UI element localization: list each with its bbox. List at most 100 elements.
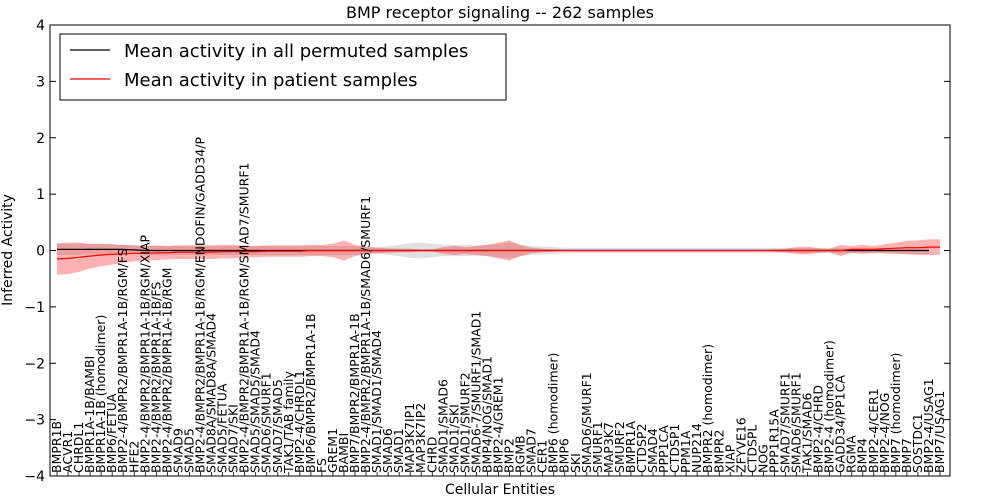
x-tick-label: SMAD5/SMAD5/SMAD4: [248, 330, 263, 473]
x-tick-label: BMPR1A-1B (homodimer): [93, 315, 108, 473]
y-tick-label: 0: [36, 244, 45, 260]
x-tick-label: BMP7/USAG1: [932, 391, 947, 473]
x-tick-label: ACVR1: [60, 431, 75, 473]
x-tick-label: BMP2-4/BMPR2/BMPR1A-1B/SMAD6/SMURF1: [358, 196, 373, 473]
x-tick-label: SMAD1/SMAD1/SMAD4: [369, 330, 384, 473]
x-tick-label: SMAD7: [524, 428, 539, 473]
x-tick-label: NUP214: [689, 423, 704, 473]
x-tick-label: BAMBI: [336, 433, 351, 473]
x-tick-label: SMAD7/SMAD5: [270, 379, 285, 473]
x-tick-label: BMP2-4/NOG: [877, 393, 892, 473]
x-tick-label: SMURF1: [590, 421, 605, 473]
legend-label-patient: Mean activity in patient samples: [124, 70, 418, 91]
x-tick-label: CTDSP1: [667, 424, 682, 473]
x-tick-label: SMAD5/FETUA: [215, 383, 230, 473]
y-tick-label: 1: [36, 187, 45, 203]
x-tick-label: GADD34/PP1CA: [833, 375, 848, 473]
x-tick-label: NOG: [755, 444, 770, 473]
chart-title: BMP receptor signaling -- 262 samples: [346, 3, 654, 22]
x-tick-label: MAP3K7: [601, 422, 616, 473]
x-tick-label: BMP2-4/BMPR2/BMPR1A-1B/RGM/ENDOFIN/GADD3…: [193, 137, 208, 473]
x-tick-label: BMPR1A-1B/BAMBI: [82, 356, 97, 473]
x-tick-label: SMAD6: [380, 428, 395, 473]
x-tick-label: SOSTDC1: [910, 413, 925, 473]
legend-label-permuted: Mean activity in all permuted samples: [124, 41, 468, 62]
x-tick-label: CHRD: [424, 437, 439, 473]
x-tick-label: BMP2-4/BMPR2/BMPR1A-1B/RGM/SMAD7/SMURF1: [237, 162, 252, 472]
x-axis-labels: BMPR1BACVR1CHRDL1BMPR1A-1B/BAMBIBMPR1A-1…: [49, 137, 947, 476]
x-tick-label: SMAD1/SMURF2: [457, 372, 472, 473]
y-tick-label: 3: [36, 74, 45, 90]
y-tick-label: −1: [24, 300, 45, 316]
series-line-patient: [56, 246, 940, 260]
x-tick-label: SMAD4: [645, 428, 660, 473]
x-tick-label: PPM1A: [678, 430, 693, 473]
x-tick-label: BMP7 (homodimer): [888, 353, 903, 473]
x-tick-label: BMPR1B: [49, 421, 64, 473]
x-tick-label: SMAD1/SMAD6: [435, 379, 450, 473]
y-axis: −4 −3 −2 −1 0 1 2 3 4: [24, 18, 950, 485]
x-tick-label: RGMB: [513, 435, 528, 473]
y-axis-title: Inferred Activity: [0, 194, 16, 306]
band-patient: [57, 239, 940, 275]
x-tick-label: BMP2-4/BMPR2/BMPR1A-1B/FS: [148, 282, 163, 473]
x-tick-label: SMAD6/SMURF1: [259, 372, 274, 473]
x-tick-label: SMAD6/SMURF1: [579, 372, 594, 473]
y-tick-label: −3: [24, 413, 45, 429]
x-tick-label: HFE2: [126, 441, 141, 473]
plot-frame: [49, 24, 951, 477]
x-tick-label: ZFYVE16: [733, 417, 748, 473]
x-tick-label: BMP2-4/BMPR2/BMPR1A-1B/RGM: [159, 268, 174, 474]
x-tick-label: BMP2-4/CHRD: [811, 385, 826, 473]
y-tick-label: 4: [36, 18, 45, 34]
y-tick-label: −4: [24, 469, 45, 485]
x-tick-label: SMAD1/SKI: [446, 404, 461, 473]
x-tick-label: TAK1/SMAD6: [800, 392, 815, 473]
x-tick-label: BMPR1A: [623, 421, 638, 474]
x-tick-label: BMP2-4/BMPR2/BMPR1A-1B/RGM/FS: [115, 248, 130, 473]
x-tick-label: XIAP: [722, 444, 737, 473]
x-tick-label: SMAD8A/SMAD8A/SMAD4: [204, 313, 219, 473]
x-tick-label: SMAD7/SMURF1: [778, 372, 793, 473]
x-tick-label: SKI: [568, 453, 583, 473]
x-tick-label: FS: [314, 458, 329, 473]
x-tick-label: SMAD7/SKI: [226, 404, 241, 473]
x-tick-label: BMP6: [557, 438, 572, 473]
x-tick-label: BMP6/BMPR2/BMPR1A-1B: [303, 313, 318, 473]
x-tick-label: CER1: [535, 440, 550, 473]
x-tick-label: CTDSP2: [634, 424, 649, 473]
x-tick-label: CTDSPL: [744, 425, 759, 473]
x-tick-label: SMAD1: [391, 428, 406, 473]
x-tick-label: GREM1: [325, 428, 340, 473]
legend: Mean activity in all permuted samples Me…: [59, 33, 507, 101]
y-tick-label: −2: [24, 356, 45, 372]
x-tick-label: MAP3K7IP1: [402, 403, 417, 473]
x-tick-label: BMP4/NOG/SMAD1: [480, 356, 495, 473]
y-tick-label: 2: [36, 131, 45, 147]
x-tick-label: SMAD6-7/SMURF1/SMAD1: [468, 311, 483, 473]
x-tick-label: BMP6/FETUA: [104, 393, 119, 473]
x-tick-label: BMP2-4/CER1: [866, 388, 881, 473]
x-tick-label: BMP7: [899, 438, 914, 473]
x-tick-label: SMAD5: [181, 428, 196, 473]
x-tick-label: BMPR2: [711, 430, 726, 474]
plot-area: [56, 239, 940, 275]
x-tick-label: CHRDL1: [71, 422, 86, 473]
x-tick-label: SMAD6/SMURF1: [789, 372, 804, 473]
x-tick-label: BMP2-4/USAG1: [921, 378, 936, 473]
x-tick-label: BMP2: [502, 438, 517, 473]
x-tick-label: PPP1R15A: [766, 409, 781, 473]
x-tick-label: BMP6 (homodimer): [546, 353, 561, 473]
x-tick-label: BMP4: [855, 438, 870, 473]
x-tick-label: SMAD9: [170, 428, 185, 473]
legend-box: [59, 33, 507, 101]
x-tick-label: SMURF2: [612, 421, 627, 473]
x-tick-label: BMP2-4/CHRDL1: [292, 370, 307, 473]
x-tick-label: BMP2-4/BMPR2/BMPR1A-1B/RGM/XIAP: [137, 234, 152, 473]
x-tick-label: TAK1/TAB family: [281, 370, 296, 474]
x-tick-label: BMP2-4/GREM1: [491, 376, 506, 473]
x-tick-label: BMP7/BMPR2/BMPR1A-1B: [347, 313, 362, 473]
x-tick-label: BMPR2 (homodimer): [700, 344, 715, 473]
x-tick-label: PPP1CA: [656, 425, 671, 473]
